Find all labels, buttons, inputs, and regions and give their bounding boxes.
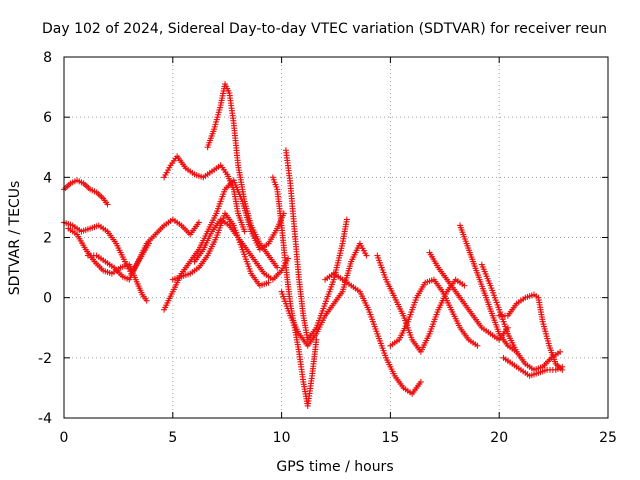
- data-point: [241, 228, 248, 235]
- series-track-20: [500, 354, 566, 379]
- series-track-10: [269, 174, 320, 409]
- y-tick-label: 4: [43, 170, 52, 186]
- data-point: [265, 279, 272, 286]
- data-point: [557, 348, 564, 355]
- data-point: [559, 363, 566, 370]
- x-tick-label: 25: [599, 430, 617, 446]
- series-track-18: [478, 261, 564, 373]
- series-line: [285, 150, 348, 342]
- x-tick-label: 0: [60, 430, 69, 446]
- data-series: [61, 81, 566, 409]
- data-point: [461, 282, 468, 289]
- y-tick-label: -4: [38, 411, 52, 427]
- series-track-14: [374, 252, 468, 355]
- y-tick-label: 2: [43, 231, 52, 247]
- data-point: [143, 297, 150, 304]
- y-tick-label: -2: [38, 351, 52, 367]
- series-line: [503, 357, 563, 377]
- data-point: [474, 342, 481, 349]
- series-track-7: [161, 177, 287, 313]
- data-point: [363, 252, 370, 259]
- tick-labels: 0 5 10 15 20 25 -4 -2 0 2 4 6 8: [38, 50, 617, 446]
- y-tick-label: 0: [43, 291, 52, 307]
- series-track-13: [322, 270, 424, 397]
- series-track-12: [278, 240, 370, 349]
- y-tick-label: 6: [43, 110, 52, 126]
- y-tick-label: 8: [43, 50, 52, 66]
- chart-title: Day 102 of 2024, Sidereal Day-to-day VTE…: [42, 21, 607, 37]
- series-track-3: [84, 216, 202, 283]
- y-axis-label: SDTVAR / TECUs: [7, 181, 23, 296]
- series-track-9: [191, 216, 292, 283]
- plot-frame: [63, 56, 609, 419]
- series-track-2: [61, 219, 152, 277]
- x-tick-label: 5: [168, 430, 177, 446]
- series-track-1: [61, 177, 111, 208]
- data-point: [104, 201, 111, 208]
- series-line: [324, 272, 422, 395]
- series-track-15: [387, 276, 481, 349]
- series-track-4: [65, 225, 150, 304]
- x-tick-label: 15: [381, 430, 399, 446]
- x-tick-label: 10: [273, 430, 291, 446]
- data-point: [417, 378, 424, 385]
- data-point: [343, 216, 350, 223]
- series-track-11: [282, 147, 350, 343]
- series-track-16: [426, 249, 511, 343]
- x-axis-label: GPS time / hours: [276, 459, 393, 475]
- series-track-5: [161, 153, 248, 235]
- data-point: [195, 219, 202, 226]
- data-point: [274, 264, 281, 271]
- x-tick-label: 20: [490, 430, 508, 446]
